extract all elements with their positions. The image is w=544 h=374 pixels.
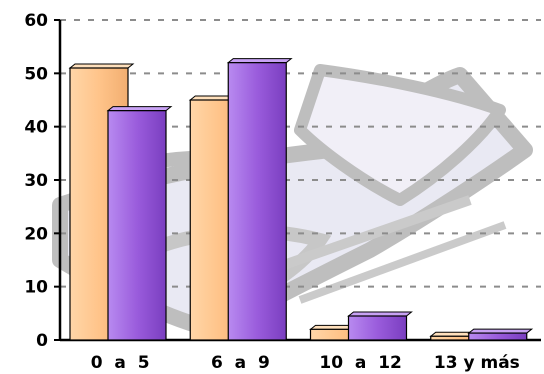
x-category-label: 6 a 9 xyxy=(211,353,270,373)
bar-top-cap xyxy=(467,328,534,334)
y-tick-label: 10 xyxy=(24,278,48,298)
x-category-label: 13 y más xyxy=(434,353,520,373)
y-tick-label: 20 xyxy=(24,224,48,244)
x-category-label: 10 a 12 xyxy=(319,353,401,373)
bar-series-2 xyxy=(107,110,167,341)
y-tick-label: 40 xyxy=(24,118,48,138)
y-tick-label: 50 xyxy=(24,64,48,84)
bar-series-2 xyxy=(347,315,408,341)
x-category-label: 0 a 5 xyxy=(91,353,150,373)
y-tick-label: 60 xyxy=(24,11,48,31)
y-tick-label: 30 xyxy=(24,171,48,191)
bar-series-2 xyxy=(227,62,287,341)
bar-top-cap xyxy=(347,311,413,317)
y-tick-label: 0 xyxy=(36,331,48,351)
bar-series-2 xyxy=(468,332,528,341)
